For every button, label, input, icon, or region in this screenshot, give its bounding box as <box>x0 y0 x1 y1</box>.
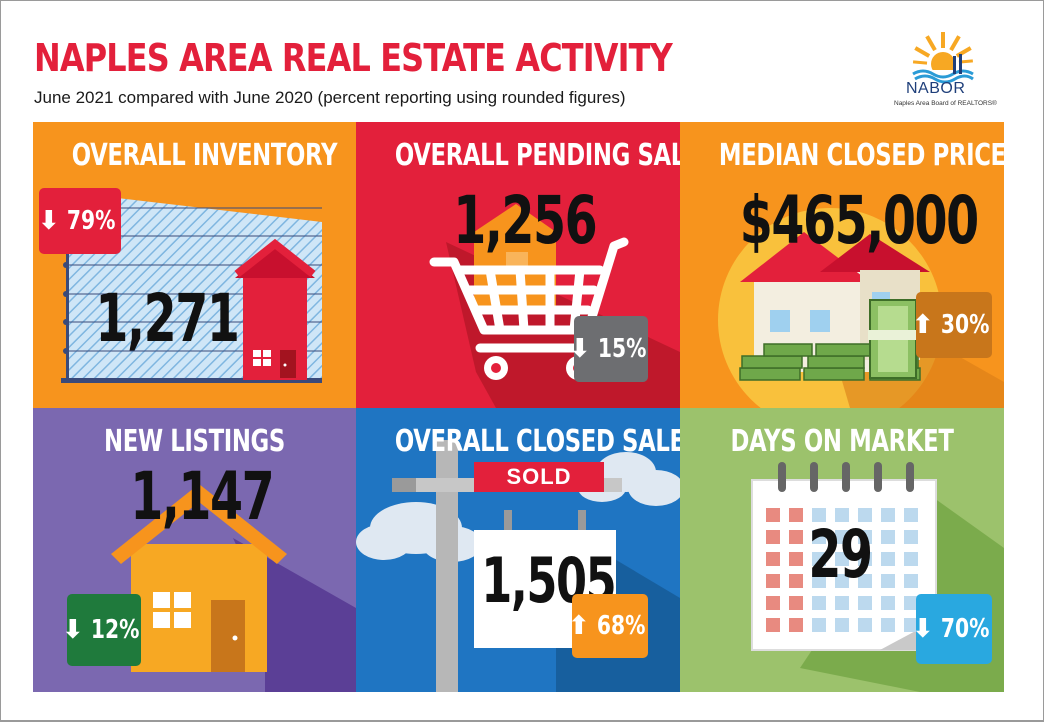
calendar-day-cell <box>835 618 849 632</box>
house-money-icon <box>718 208 1004 408</box>
house-icon <box>111 484 356 692</box>
page-subtitle: June 2021 compared with June 2020 (perce… <box>34 88 626 107</box>
page-title: NAPLES AREA REAL ESTATE ACTIVITY <box>34 36 673 80</box>
change-percent: 15% <box>597 334 647 364</box>
change-badge: ⬇ 12% <box>62 594 141 666</box>
down-arrow-icon: ⬇ <box>61 615 84 645</box>
change-badge: ⬇ 70% <box>912 594 992 664</box>
calendar-day-cell <box>766 574 780 588</box>
calendar-icon <box>751 462 1004 692</box>
calendar-day-cell <box>766 508 780 522</box>
calendar-day-cell <box>789 596 803 610</box>
logo-wordmark: NABOR <box>906 80 966 97</box>
calendar-day-cell <box>812 618 826 632</box>
calendar-day-cell <box>904 618 918 632</box>
calendar-day-cell <box>858 574 872 588</box>
calendar-day-cell <box>812 574 826 588</box>
change-badge: ⬆ 68% <box>568 594 648 658</box>
change-percent: 79% <box>66 206 116 236</box>
tile-overall-closed-sales: SOLD OVERALL CLOSED SALES 1,505 ⬆ 68% <box>356 408 680 692</box>
stat-value: 29 <box>808 516 873 593</box>
tile-title: NEW LISTINGS <box>104 424 285 459</box>
calendar-day-cell <box>766 618 780 632</box>
calendar-day-cell <box>881 530 895 544</box>
nabor-logo-icon <box>911 32 974 84</box>
change-percent: 30% <box>940 310 990 340</box>
calendar-day-cell <box>835 530 849 544</box>
tile-title: OVERALL PENDING SALES <box>394 138 680 173</box>
stats-grid: OVERALL INVENTORY 1,271 ⬇ 79% <box>33 122 1004 692</box>
tile-overall-pending-sales: OVERALL PENDING SALES 1,256 ⬇ 15% <box>356 122 680 408</box>
calendar-day-cell <box>904 574 918 588</box>
calendar-day-cell <box>766 530 780 544</box>
calendar-day-cell <box>835 552 849 566</box>
calendar-day-cell <box>858 596 872 610</box>
change-percent: 68% <box>596 611 646 641</box>
calendar-day-cell <box>835 574 849 588</box>
tile-median-closed-price: MEDIAN CLOSED PRICE $465,000 ⬆ 30% <box>680 122 1004 408</box>
tile-overall-inventory: OVERALL INVENTORY 1,271 ⬇ 79% <box>33 122 356 408</box>
calendar-day-cell <box>789 552 803 566</box>
change-percent: 12% <box>90 615 140 645</box>
calendar-day-cell <box>858 508 872 522</box>
calendar-day-cell <box>789 530 803 544</box>
calendar-day-cell <box>858 552 872 566</box>
calendar-day-cell <box>904 508 918 522</box>
tile-days-on-market: DAYS ON MARKET 29 ⬇ 70% <box>680 408 1004 692</box>
sold-sign-icon <box>356 440 680 692</box>
calendar-day-cell <box>812 596 826 610</box>
sold-label: SOLD <box>506 464 572 489</box>
down-arrow-icon: ⬇ <box>568 334 591 364</box>
logo-tagline: Naples Area Board of REALTORS® <box>894 100 997 107</box>
calendar-day-cell <box>858 618 872 632</box>
change-badge: ⬇ 79% <box>37 188 121 254</box>
stat-value: 1,147 <box>130 458 275 535</box>
up-arrow-icon: ⬆ <box>911 310 934 340</box>
calendar-day-cell <box>789 618 803 632</box>
calendar-day-cell <box>881 574 895 588</box>
tile-title: MEDIAN CLOSED PRICE <box>718 138 1004 173</box>
tile-title: OVERALL INVENTORY <box>71 138 338 173</box>
calendar-day-cell <box>881 508 895 522</box>
calendar-day-cell <box>835 596 849 610</box>
calendar-day-cell <box>812 508 826 522</box>
calendar-day-cell <box>881 618 895 632</box>
change-badge: ⬆ 30% <box>912 292 992 358</box>
calendar-day-cell <box>881 596 895 610</box>
tile-new-listings: NEW LISTINGS 1,147 ⬇ 12% <box>33 408 356 692</box>
calendar-day-cell <box>789 574 803 588</box>
calendar-day-cell <box>858 530 872 544</box>
calendar-day-cell <box>812 530 826 544</box>
down-arrow-icon: ⬇ <box>911 614 934 644</box>
calendar-day-cell <box>766 596 780 610</box>
tile-title: DAYS ON MARKET <box>730 424 954 459</box>
up-arrow-icon: ⬆ <box>567 611 590 641</box>
calendar-day-cell <box>835 508 849 522</box>
calendar-day-cell <box>904 552 918 566</box>
stat-value: 1,256 <box>453 182 598 259</box>
stat-value: 1,271 <box>95 280 240 357</box>
calendar-day-cell <box>904 596 918 610</box>
calendar-day-cell <box>766 552 780 566</box>
stat-value: $465,000 <box>739 182 979 259</box>
calendar-day-cell <box>881 552 895 566</box>
down-arrow-icon: ⬇ <box>37 206 60 236</box>
change-percent: 70% <box>940 614 990 644</box>
inventory-chart-house-icon <box>61 192 322 383</box>
tile-title: OVERALL CLOSED SALES <box>394 424 680 459</box>
calendar-day-cell <box>904 530 918 544</box>
calendar-day-cell <box>812 552 826 566</box>
change-badge: ⬇ 15% <box>569 316 648 382</box>
calendar-day-cell <box>789 508 803 522</box>
